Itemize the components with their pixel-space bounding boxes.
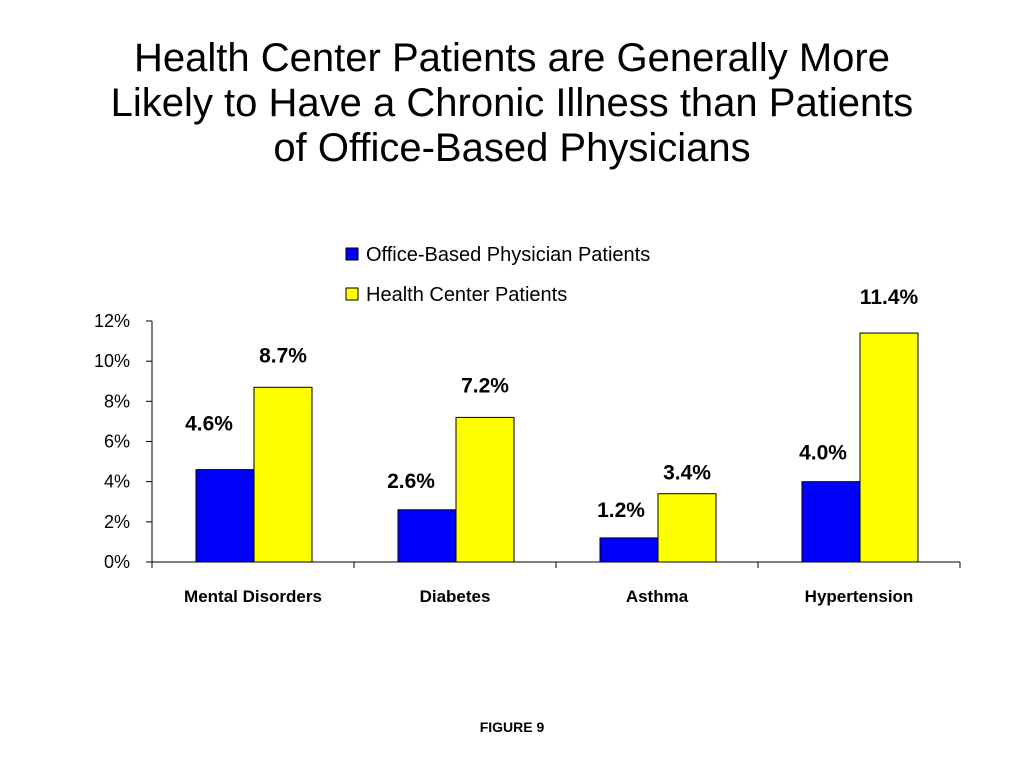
y-tick-label: 12%	[94, 311, 130, 331]
bar-office-based-physician-patients-diabetes	[397, 509, 457, 563]
y-tick-label: 0%	[104, 552, 130, 572]
data-label-health-center-patients-asthma: 3.4%	[663, 462, 711, 485]
data-label-office-based-physician-patients-asthma: 1.2%	[597, 499, 645, 522]
bar-health-center-patients-hypertension	[859, 332, 919, 563]
x-tick-label-hypertension: Hypertension	[805, 587, 914, 606]
slide-title: Health Center Patients are Generally Mor…	[0, 36, 1024, 171]
x-tick-label-diabetes: Diabetes	[420, 587, 491, 606]
title-line-1: Health Center Patients are Generally Mor…	[134, 36, 890, 80]
y-tick-label: 6%	[104, 432, 130, 452]
bar-health-center-patients-asthma	[657, 493, 717, 563]
y-tick-label: 10%	[94, 351, 130, 371]
legend-swatch-office-based-physician-patients	[345, 247, 359, 261]
title-line-2: Likely to Have a Chronic Illness than Pa…	[110, 81, 914, 125]
title-line-3: of Office-Based Physicians	[273, 126, 751, 170]
legend-label-office-based-physician-patients: Office-Based Physician Patients	[366, 244, 650, 266]
data-label-office-based-physician-patients-hypertension: 4.0%	[799, 442, 847, 465]
bar-health-center-patients-mental-disorders	[253, 386, 313, 563]
chart-legend: Office-Based Physician Patients Health Ce…	[345, 244, 650, 306]
y-tick-label: 4%	[104, 472, 130, 492]
figure-label: FIGURE 9	[479, 719, 545, 735]
data-label-health-center-patients-mental-disorders: 8.7%	[259, 344, 307, 367]
data-label-health-center-patients-diabetes: 7.2%	[461, 374, 509, 397]
legend-swatch-health-center-patients	[345, 287, 359, 301]
chart-axes: 0% 2% 4% 6% 8% 10% 12% Mental Disorders Diabetes…	[94, 311, 961, 606]
bar-health-center-patients-diabetes	[455, 416, 515, 563]
y-tick-label: 8%	[104, 391, 130, 411]
bar-office-based-physician-patients-asthma	[599, 537, 659, 563]
x-tick-label-mental-disorders: Mental Disorders	[184, 587, 322, 606]
bar-office-based-physician-patients-hypertension	[801, 481, 861, 563]
bar-office-based-physician-patients-mental-disorders	[195, 469, 255, 563]
data-label-health-center-patients-hypertension: 11.4%	[860, 286, 919, 309]
y-tick-label: 2%	[104, 512, 130, 532]
data-label-office-based-physician-patients-diabetes: 2.6%	[387, 470, 435, 493]
bars	[195, 332, 919, 563]
data-labels: 4.6% 8.7% 2.6% 7.2% 1.2% 3.4% 4.0% 11.4%	[185, 286, 918, 522]
legend-label-health-center-patients: Health Center Patients	[366, 284, 567, 306]
data-label-office-based-physician-patients-mental-disorders: 4.6%	[185, 413, 233, 436]
x-tick-label-asthma: Asthma	[626, 587, 689, 606]
